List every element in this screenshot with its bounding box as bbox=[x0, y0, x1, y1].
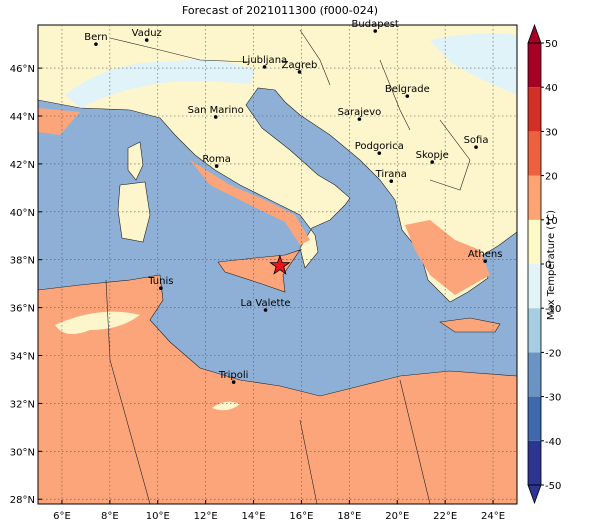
colorbar-tick-label: -30 bbox=[545, 393, 561, 404]
city-dot bbox=[94, 42, 98, 46]
lon-tick-label: 20°E bbox=[385, 511, 409, 522]
city-label: Podgorica bbox=[355, 141, 404, 152]
lon-tick-label: 8°E bbox=[101, 511, 119, 522]
city-label: Skopje bbox=[416, 150, 449, 161]
lon-tick-label: 18°E bbox=[337, 511, 361, 522]
city-dot bbox=[373, 29, 378, 33]
city-label: Tripoli bbox=[218, 370, 249, 381]
lat-tick-label: 42°N bbox=[10, 160, 35, 171]
colorbar-extend-bottom bbox=[527, 484, 542, 505]
colorbar-tick-label: 40 bbox=[545, 83, 558, 94]
lat-tick-label: 28°N bbox=[10, 495, 35, 506]
city-dot bbox=[214, 164, 219, 168]
city-dot bbox=[357, 117, 362, 121]
city-label: Tunis bbox=[147, 276, 173, 287]
lat-tick-label: 32°N bbox=[10, 399, 35, 410]
city-dot bbox=[377, 151, 382, 155]
colorbar-band bbox=[528, 87, 541, 132]
lon-tick-label: 10°E bbox=[146, 511, 170, 522]
city-dot bbox=[474, 145, 478, 149]
lon-tick-label: 12°E bbox=[194, 511, 218, 522]
north-east-cold-band bbox=[430, 33, 517, 95]
title: Forecast of 2021011300 (f000-024) bbox=[182, 4, 378, 17]
colorbar-band bbox=[528, 440, 541, 485]
map-layers bbox=[38, 25, 517, 504]
lat-tick-label: 46°N bbox=[10, 64, 35, 75]
colorbar-band bbox=[528, 396, 541, 441]
africa bbox=[38, 274, 517, 504]
city-dot bbox=[430, 160, 435, 164]
city-dot bbox=[144, 38, 149, 42]
colorbar-tick-label: -10 bbox=[545, 304, 561, 315]
lon-tick-label: 14°E bbox=[242, 511, 266, 522]
france-coast-warm bbox=[38, 108, 80, 135]
city-dot bbox=[231, 380, 236, 384]
colorbar-band bbox=[528, 352, 541, 397]
city-dot bbox=[263, 308, 268, 312]
colorbar-tick-label: 50 bbox=[545, 39, 558, 50]
city-label: Budapest bbox=[352, 19, 399, 30]
colorbar-extend-top bbox=[527, 23, 542, 44]
colorbar-tick-label: -50 bbox=[545, 481, 561, 492]
colorbar-band bbox=[528, 308, 541, 353]
alpine-cold-band bbox=[65, 59, 255, 108]
location-star bbox=[269, 254, 291, 275]
city-dot bbox=[483, 259, 487, 263]
colorbar-tick-label: -40 bbox=[545, 437, 561, 448]
colorbar-band bbox=[528, 43, 541, 88]
lat-tick-label: 30°N bbox=[10, 447, 35, 458]
colorbar-band bbox=[528, 219, 541, 264]
city-label: Belgrade bbox=[385, 84, 430, 95]
city-label: La Valette bbox=[241, 298, 291, 309]
city-label: Roma bbox=[202, 154, 231, 165]
colorbar-band bbox=[528, 264, 541, 309]
tunisia-mild bbox=[55, 311, 140, 334]
city-label: San Marino bbox=[188, 105, 244, 116]
city-label: Zagreb bbox=[282, 60, 318, 71]
city-dot bbox=[213, 115, 218, 119]
lat-tick-label: 34°N bbox=[10, 352, 35, 363]
city-dot bbox=[262, 65, 267, 69]
city-label: Tirana bbox=[375, 169, 407, 180]
corsica bbox=[127, 141, 144, 181]
colorbar-band bbox=[528, 131, 541, 176]
colorbar-tick-label: 0 bbox=[545, 260, 551, 271]
colorbar-tick-label: -20 bbox=[545, 348, 561, 359]
city-label: Sofia bbox=[464, 135, 489, 146]
colorbar-tick-label: 10 bbox=[545, 216, 558, 227]
lat-tick-label: 36°N bbox=[10, 304, 35, 315]
lon-tick-label: 6°E bbox=[53, 511, 71, 522]
city-label: Vaduz bbox=[132, 28, 162, 39]
colorbar-label: Max Temperature (°C) bbox=[546, 210, 557, 320]
colorbar-tick-label: 20 bbox=[545, 172, 558, 183]
city-dot bbox=[405, 94, 410, 98]
italy-warm bbox=[190, 160, 310, 245]
city-label: Sarajevo bbox=[338, 107, 382, 118]
city-dot bbox=[297, 70, 302, 74]
colorbar-band bbox=[528, 175, 541, 220]
lon-tick-label: 24°E bbox=[481, 511, 505, 522]
city-dot bbox=[389, 179, 394, 183]
city-label: Athens bbox=[468, 249, 503, 260]
city-label: Bern bbox=[84, 32, 107, 43]
lon-tick-label: 16°E bbox=[289, 511, 313, 522]
lat-tick-label: 44°N bbox=[10, 112, 35, 123]
crete bbox=[439, 317, 501, 333]
city-dot bbox=[159, 286, 163, 291]
lat-tick-label: 38°N bbox=[10, 256, 35, 267]
greece-warm bbox=[405, 220, 490, 295]
lat-tick-label: 40°N bbox=[10, 208, 35, 219]
city-label: Ljubljana bbox=[242, 55, 287, 66]
colorbar-tick-label: 30 bbox=[545, 127, 558, 138]
country-borders bbox=[105, 29, 471, 504]
map-frame bbox=[37, 24, 518, 505]
lon-tick-label: 22°E bbox=[433, 511, 457, 522]
libya-mild bbox=[212, 401, 240, 411]
